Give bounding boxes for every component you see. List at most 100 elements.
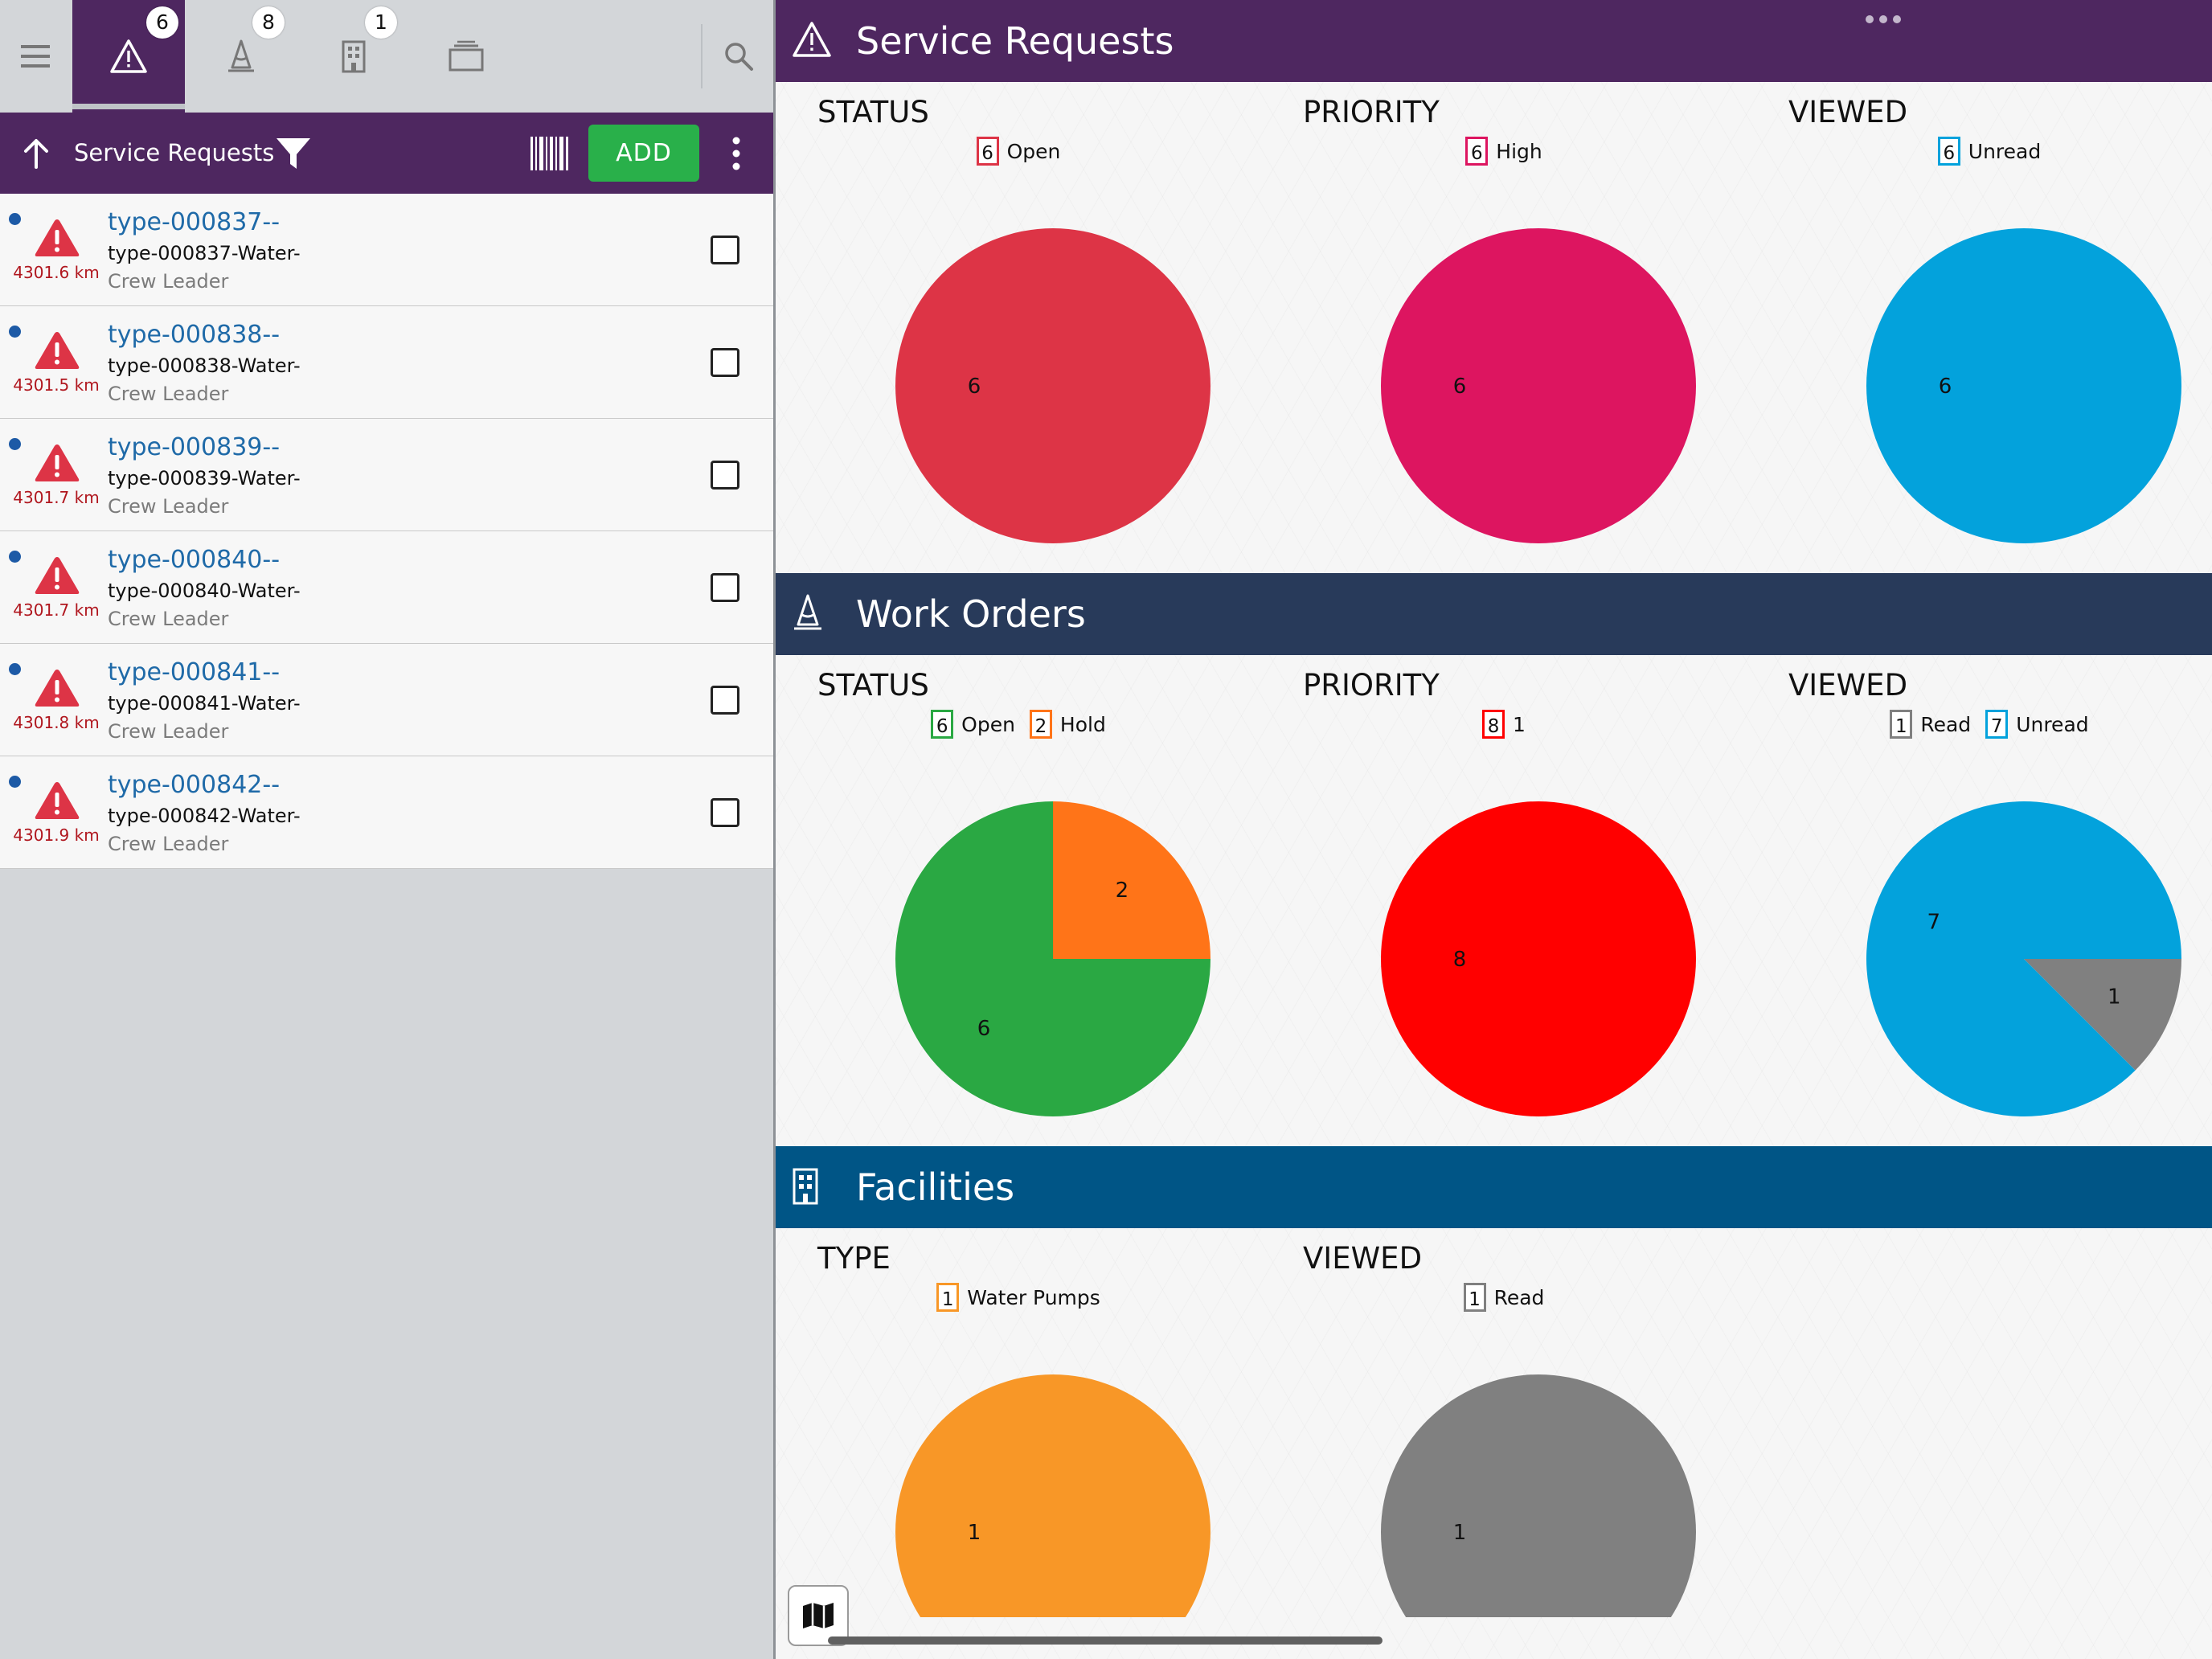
chart-type: 1 TYPE 1 Water Pumps — [776, 1241, 1261, 1617]
chart-legend: 6 High — [1261, 137, 1747, 166]
pie-chart: 17 — [1866, 801, 2181, 1116]
slice-value-label: 6 — [968, 375, 981, 399]
item-checkbox[interactable] — [711, 461, 739, 490]
chart-legend: 6 Unread — [1747, 137, 2212, 166]
sort-up-arrow-icon[interactable] — [23, 138, 50, 169]
list-item[interactable]: 4301.7 km type-000840-- type-000840-Water-… — [0, 531, 773, 644]
item-title-link[interactable]: type-000841-- — [108, 658, 281, 686]
chart-status: 6 STATUS 6 Open — [776, 95, 1261, 561]
pie-slice[interactable] — [895, 801, 1210, 1116]
list-item[interactable]: 4301.6 km type-000837-- type-000837-Water-… — [0, 194, 773, 306]
legend-count: 6 — [1465, 137, 1489, 166]
menu-button[interactable] — [0, 0, 71, 113]
legend-count: 8 — [1482, 710, 1505, 739]
list-header: Service Requests ADD — [0, 113, 773, 194]
distance-label: 4301.6 km — [13, 263, 100, 282]
legend-item[interactable]: 6 Unread — [1937, 137, 2041, 166]
pie-slice[interactable] — [895, 1374, 1210, 1617]
pie-slice[interactable] — [1866, 228, 2181, 543]
item-title-link[interactable]: type-000842-- — [108, 771, 281, 799]
add-button[interactable]: ADD — [588, 125, 699, 182]
chart-title: VIEWED — [1788, 95, 1908, 129]
legend-count: 6 — [1937, 137, 1960, 166]
chart-legend: 6 Open 2 Hold — [776, 710, 1261, 739]
tab-badge-work-orders: 8 — [252, 6, 285, 39]
slice-value-label: 6 — [1453, 375, 1467, 399]
slice-value-label: 1 — [2108, 985, 2121, 1010]
item-title-link[interactable]: type-000837-- — [108, 208, 281, 236]
warning-alert-icon — [35, 444, 80, 481]
distance-label: 4301.5 km — [13, 375, 100, 395]
item-title-link[interactable]: type-000840-- — [108, 546, 281, 574]
section-title: Facilities — [856, 1165, 1015, 1209]
chart-title: STATUS — [817, 668, 929, 703]
item-checkbox[interactable] — [711, 236, 739, 264]
legend-item[interactable]: 6 Open — [976, 137, 1060, 166]
active-tab-indicator — [72, 104, 185, 109]
chart-status: 2 6 STATUS 6 Open 2 Hold — [776, 668, 1261, 1134]
list-item[interactable]: 4301.9 km type-000842-- type-000842-Water-… — [0, 756, 773, 869]
list-item[interactable]: 4301.7 km type-000839-- type-000839-Water-… — [0, 419, 773, 531]
legend-label: Open — [961, 712, 1015, 736]
pane-splitter[interactable] — [773, 0, 776, 1659]
legend-item[interactable]: 1 Read — [1463, 1283, 1544, 1312]
list-pane: 6 8 1 Service Requests ADD 4301.6 km type… — [0, 0, 773, 1659]
legend-item[interactable]: 2 Hold — [1029, 710, 1106, 739]
legend-item[interactable]: 7 Unread — [1985, 710, 2089, 739]
legend-label: Unread — [2016, 712, 2089, 736]
item-subtitle: type-000841-Water- — [108, 692, 301, 715]
item-checkbox[interactable] — [711, 686, 739, 715]
legend-item[interactable]: 6 Open — [931, 710, 1015, 739]
chart-priority: 6 PRIORITY 6 High — [1261, 95, 1747, 561]
section-title: Service Requests — [856, 19, 1174, 63]
tab-badge-service-requests: 6 — [146, 6, 178, 39]
chart-title: PRIORITY — [1303, 95, 1440, 129]
pie-slice[interactable] — [1866, 801, 2181, 1116]
pie-chart: 1 — [1381, 1374, 1696, 1617]
layers-tray-icon — [449, 40, 484, 72]
list-item[interactable]: 4301.8 km type-000841-- type-000841-Water-… — [0, 644, 773, 756]
legend-item[interactable]: 6 High — [1465, 137, 1542, 166]
home-indicator[interactable] — [828, 1636, 1382, 1645]
legend-count: 6 — [931, 710, 954, 739]
slice-value-label: 8 — [1453, 948, 1467, 972]
pie-slice[interactable] — [1381, 228, 1696, 543]
traffic-cone-icon — [228, 39, 254, 72]
legend-count: 1 — [1890, 710, 1913, 739]
more-vertical-icon[interactable] — [728, 137, 744, 170]
item-checkbox[interactable] — [711, 348, 739, 377]
search-button[interactable] — [704, 0, 773, 113]
chart-legend: 1 Water Pumps — [776, 1283, 1261, 1312]
pie-slice[interactable] — [895, 228, 1210, 543]
unread-dot — [9, 326, 21, 338]
drag-handle-dots-icon[interactable] — [1865, 14, 1902, 24]
pie-slice[interactable] — [1381, 801, 1696, 1116]
legend-item[interactable]: 1 Read — [1890, 710, 1971, 739]
tab-work-orders[interactable]: 8 — [186, 0, 296, 113]
item-title-link[interactable]: type-000839-- — [108, 433, 281, 461]
tab-facilities[interactable]: 1 — [299, 0, 408, 113]
chart-title: TYPE — [817, 1241, 891, 1276]
legend-item[interactable]: 1 Water Pumps — [936, 1283, 1100, 1312]
filter-icon[interactable] — [275, 137, 312, 170]
legend-count: 7 — [1985, 710, 2009, 739]
pie-chart: 6 — [1381, 228, 1696, 543]
search-icon — [725, 43, 753, 71]
pie-slice[interactable] — [1053, 801, 1210, 959]
tab-inventory[interactable] — [412, 0, 521, 113]
item-checkbox[interactable] — [711, 573, 739, 602]
item-checkbox[interactable] — [711, 798, 739, 827]
map-button[interactable] — [788, 1585, 849, 1646]
unread-dot — [9, 438, 21, 450]
barcode-scan-icon[interactable] — [530, 137, 569, 170]
pie-slice[interactable] — [2024, 959, 2181, 1071]
list-item[interactable]: 4301.5 km type-000838-- type-000838-Water-… — [0, 306, 773, 419]
item-title-link[interactable]: type-000838-- — [108, 321, 281, 349]
traffic-cone-icon — [794, 594, 821, 630]
legend-label: Read — [1920, 712, 1972, 736]
map-icon — [803, 1603, 834, 1628]
pie-slice[interactable] — [1381, 1374, 1696, 1617]
tab-service-requests[interactable]: 6 — [72, 0, 185, 113]
